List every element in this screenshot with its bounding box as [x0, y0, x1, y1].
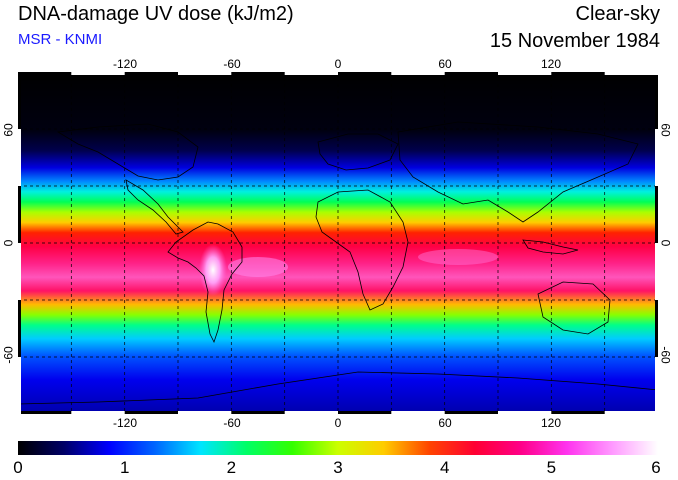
coastline-africa	[315, 189, 409, 311]
colorbar-label: 1	[119, 458, 130, 477]
lon-tick-top: 120	[540, 57, 562, 71]
source-label: MSR - KNMI	[18, 31, 103, 48]
lat-tick-left: -60	[1, 346, 16, 364]
lon-tick-bottom: 0	[334, 416, 342, 430]
graticule	[18, 72, 658, 414]
colorbar-label: 3	[333, 458, 343, 477]
sky-condition-label: Clear-sky	[575, 3, 660, 25]
colorbar-label: 2	[226, 458, 237, 477]
frame-ticks	[18, 72, 658, 414]
coastline-central-america	[125, 179, 184, 235]
lon-tick-top: -120	[112, 57, 138, 71]
lon-tick-bottom: 60	[438, 416, 452, 430]
lon-tick-top: 60	[438, 57, 452, 71]
ocean-mask-top	[18, 72, 658, 80]
lon-tick-top: -60	[223, 57, 241, 71]
lon-tick-bottom: -60	[223, 416, 241, 430]
coastline-americas	[167, 221, 243, 344]
map-title: DNA-damage UV dose (kJ/m2)	[18, 3, 294, 25]
colorbar	[18, 441, 658, 455]
colorbar-label: 5	[546, 458, 557, 477]
lon-tick-top: 0	[334, 57, 342, 71]
lat-tick-right: -60	[658, 346, 673, 364]
lat-tick-right: 0	[658, 239, 673, 247]
colorbar-label: 6	[651, 458, 661, 477]
lon-tick-bottom: 120	[540, 416, 562, 430]
andes-hotspot	[199, 244, 227, 296]
lat-tick-left: 0	[1, 239, 16, 247]
tropical-peak	[418, 249, 498, 265]
lat-tick-left: 60	[1, 123, 16, 137]
date-label: 15 November 1984	[489, 30, 660, 52]
coastline-europe	[317, 133, 399, 171]
coastlines	[18, 121, 658, 405]
colorbar-label: 4	[439, 458, 450, 477]
colorbar-label: 0	[13, 458, 23, 477]
coastline-asia	[397, 121, 639, 223]
uv-dose-map	[18, 72, 658, 414]
coastline-australia	[537, 281, 611, 335]
coastline-antarctica	[18, 371, 658, 405]
lon-tick-bottom: -120	[112, 416, 138, 430]
lat-tick-right: 60	[658, 123, 673, 137]
colorbar-gradient	[18, 441, 658, 455]
tropical-peak	[228, 257, 288, 277]
